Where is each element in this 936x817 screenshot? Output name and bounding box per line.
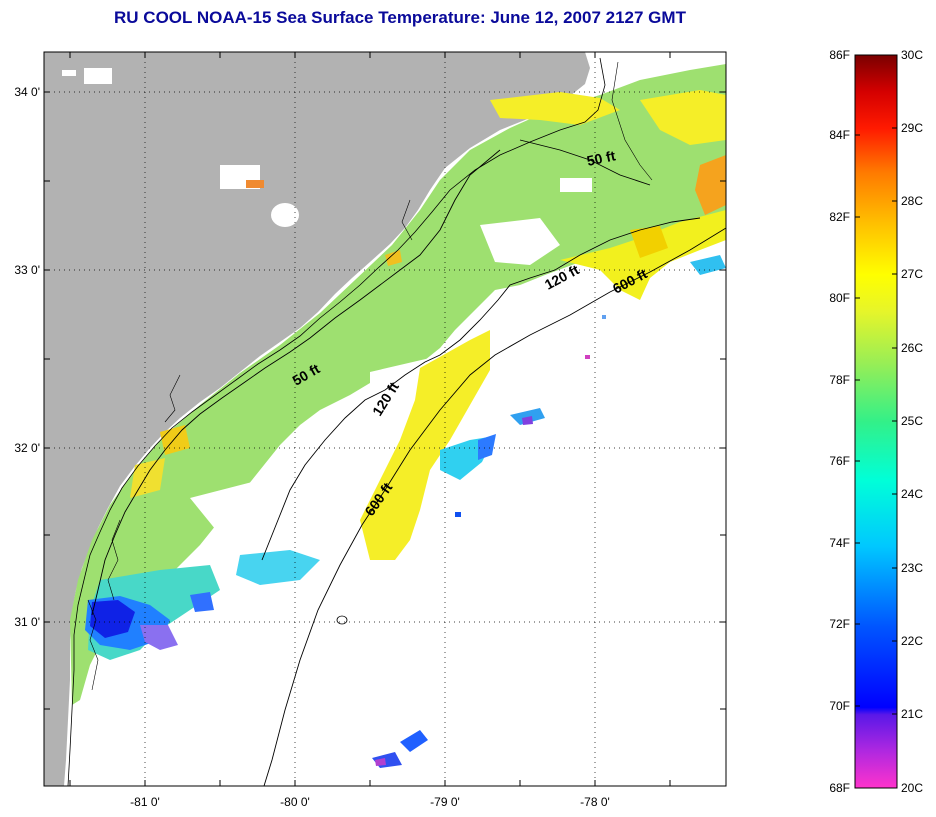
colorbar-f-label: 74F — [829, 536, 850, 550]
lat-label-32: 32 0' — [14, 441, 40, 455]
colorbar-f-label: 84F — [829, 128, 850, 142]
lon-label-81: -81 0' — [130, 795, 160, 809]
colorbar-c-label: 25C — [901, 414, 923, 428]
colorbar-c-label: 23C — [901, 561, 923, 575]
land-mass — [44, 52, 590, 786]
colorbar-c-label: 28C — [901, 194, 923, 208]
lat-label-31: 31 0' — [14, 615, 40, 629]
colorbar-c-label: 21C — [901, 707, 923, 721]
colorbar-c-label: 30C — [901, 48, 923, 62]
contour-600ft — [263, 227, 726, 786]
colorbar-f-label: 80F — [829, 291, 850, 305]
colorbar-c-label: 24C — [901, 487, 923, 501]
sst-band-main — [70, 64, 726, 705]
map-title: RU COOL NOAA-15 Sea Surface Temperature:… — [114, 8, 686, 27]
lat-label-34: 34 0' — [14, 85, 40, 99]
contour-label-50-north: 50 ft — [585, 147, 617, 169]
colorbar-f-label: 76F — [829, 454, 850, 468]
lon-label-78: -78 0' — [580, 795, 610, 809]
contour-120ft — [261, 217, 701, 561]
colorbar-gradient — [854, 54, 898, 789]
lon-label-80: -80 0' — [280, 795, 310, 809]
colorbar: 86F 84F 82F 80F 78F 76F 74F 72F 70F 68F … — [829, 48, 923, 795]
axis-ticks — [44, 52, 726, 786]
colorbar-f-label: 70F — [829, 699, 850, 713]
colorbar-f-label: 68F — [829, 781, 850, 795]
lon-label-79: -79 0' — [430, 795, 460, 809]
colorbar-f-label: 72F — [829, 617, 850, 631]
colorbar-c-label: 22C — [901, 634, 923, 648]
lat-label-33: 33 0' — [14, 263, 40, 277]
plot-frame — [43, 51, 727, 787]
plot-area: 50 ft 120 ft 600 ft 50 ft 120 ft 600 ft — [44, 52, 726, 786]
colorbar-f-label: 86F — [829, 48, 850, 62]
colorbar-c-label: 27C — [901, 267, 923, 281]
contour-50ft — [91, 139, 651, 616]
colorbar-c-label: 20C — [901, 781, 923, 795]
colorbar-f-label: 82F — [829, 210, 850, 224]
colorbar-f-label: 78F — [829, 373, 850, 387]
colorbar-c-label: 29C — [901, 121, 923, 135]
colorbar-c-label: 26C — [901, 341, 923, 355]
graticule — [44, 52, 726, 786]
